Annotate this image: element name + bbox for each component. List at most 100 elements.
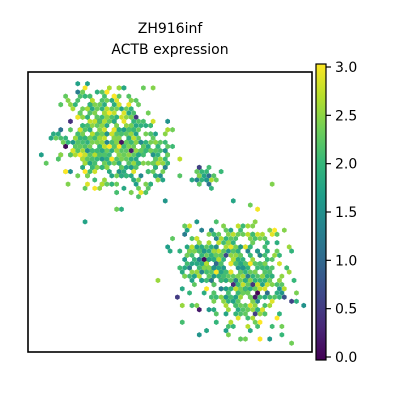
expression-spot [182,223,188,229]
expression-spot [114,147,119,154]
expression-spot [274,290,280,296]
expression-spot [223,269,229,275]
expression-spot [87,110,93,116]
expression-spot [233,235,239,242]
expression-spot [116,143,122,150]
expression-spot [65,97,71,104]
expression-spot [187,290,192,296]
expression-spot [279,323,285,330]
expression-spot [119,131,124,137]
expression-spot [68,168,73,175]
expression-spot [141,160,146,166]
expression-spot [257,235,263,242]
expression-spot [104,131,110,137]
expression-spot [162,198,168,204]
expression-spot [267,302,273,309]
expression-spot [102,118,107,125]
expression-spot [209,177,214,183]
expression-spot [124,131,129,137]
expression-spot [158,156,163,162]
expression-spot [179,319,185,325]
expression-spot [104,122,110,129]
expression-spot [85,106,90,112]
expression-spot [131,127,136,133]
expression-spot [206,248,212,254]
expression-spot [138,189,144,196]
expression-spot [235,223,241,229]
expression-spot [211,248,217,254]
expression-spot [264,265,270,271]
expression-spot [235,265,241,271]
expression-spot [233,244,239,250]
chart-title-line-2: ACTB expression [111,42,228,58]
expression-spot [75,131,81,137]
expression-spot [218,235,224,242]
expression-spot [281,286,287,292]
expression-spot [228,319,234,325]
expression-spot [148,181,153,187]
expression-spot [153,173,158,179]
expression-spot [247,286,253,292]
expression-spot [107,118,112,125]
expression-spot [269,231,275,238]
expression-spot [162,139,168,145]
expression-spot [243,286,248,292]
expression-spot [128,173,134,179]
expression-spot [235,256,241,263]
expression-spot [155,277,161,284]
expression-spot [99,97,105,104]
expression-spot [114,131,119,137]
expression-spot [269,323,275,330]
expression-spot [153,164,158,171]
expression-spot [155,160,161,166]
expression-spot [43,160,49,166]
expression-spot [226,306,231,313]
expression-spot [165,152,171,158]
expression-spot [226,248,231,254]
expression-spot [138,147,144,154]
expression-spot [136,160,141,166]
expression-spot [111,127,117,133]
expression-spot [87,127,93,133]
expression-spot [177,173,183,179]
expression-spot [209,185,214,192]
expression-spot [250,306,256,313]
expression-spot [179,286,185,292]
expression-spot [226,273,231,279]
expression-spot [252,269,258,275]
expression-spot [182,273,188,279]
expression-spot [250,231,256,238]
expression-spot [250,223,256,229]
expression-spot [119,173,124,179]
expression-spot [92,101,98,108]
expression-spot [102,93,107,99]
expression-spot [262,235,268,242]
expression-spot [80,106,85,112]
expression-spot [131,160,136,166]
expression-spot [274,281,280,288]
expression-spot [116,152,122,158]
expression-spot [262,311,268,317]
expression-spot [218,269,224,275]
expression-spot [286,244,292,250]
expression-spot [264,290,270,296]
expression-spot [141,152,146,158]
expression-spot [238,302,243,309]
expression-spot [184,252,190,258]
expression-spot [121,110,127,116]
expression-spot [143,147,149,154]
expression-spot [165,244,171,250]
expression-spot [257,319,263,325]
expression-spot [264,240,270,246]
expression-spot [216,240,222,246]
expression-spot [145,110,151,116]
expression-spot [167,248,173,254]
expression-spot [136,152,141,158]
expression-spot [72,143,78,150]
expression-spot [230,273,236,279]
expression-spot [77,127,83,133]
expression-spot [92,135,98,141]
plot-frame [27,71,313,353]
expression-spot [85,147,90,154]
expression-spot [209,252,214,258]
